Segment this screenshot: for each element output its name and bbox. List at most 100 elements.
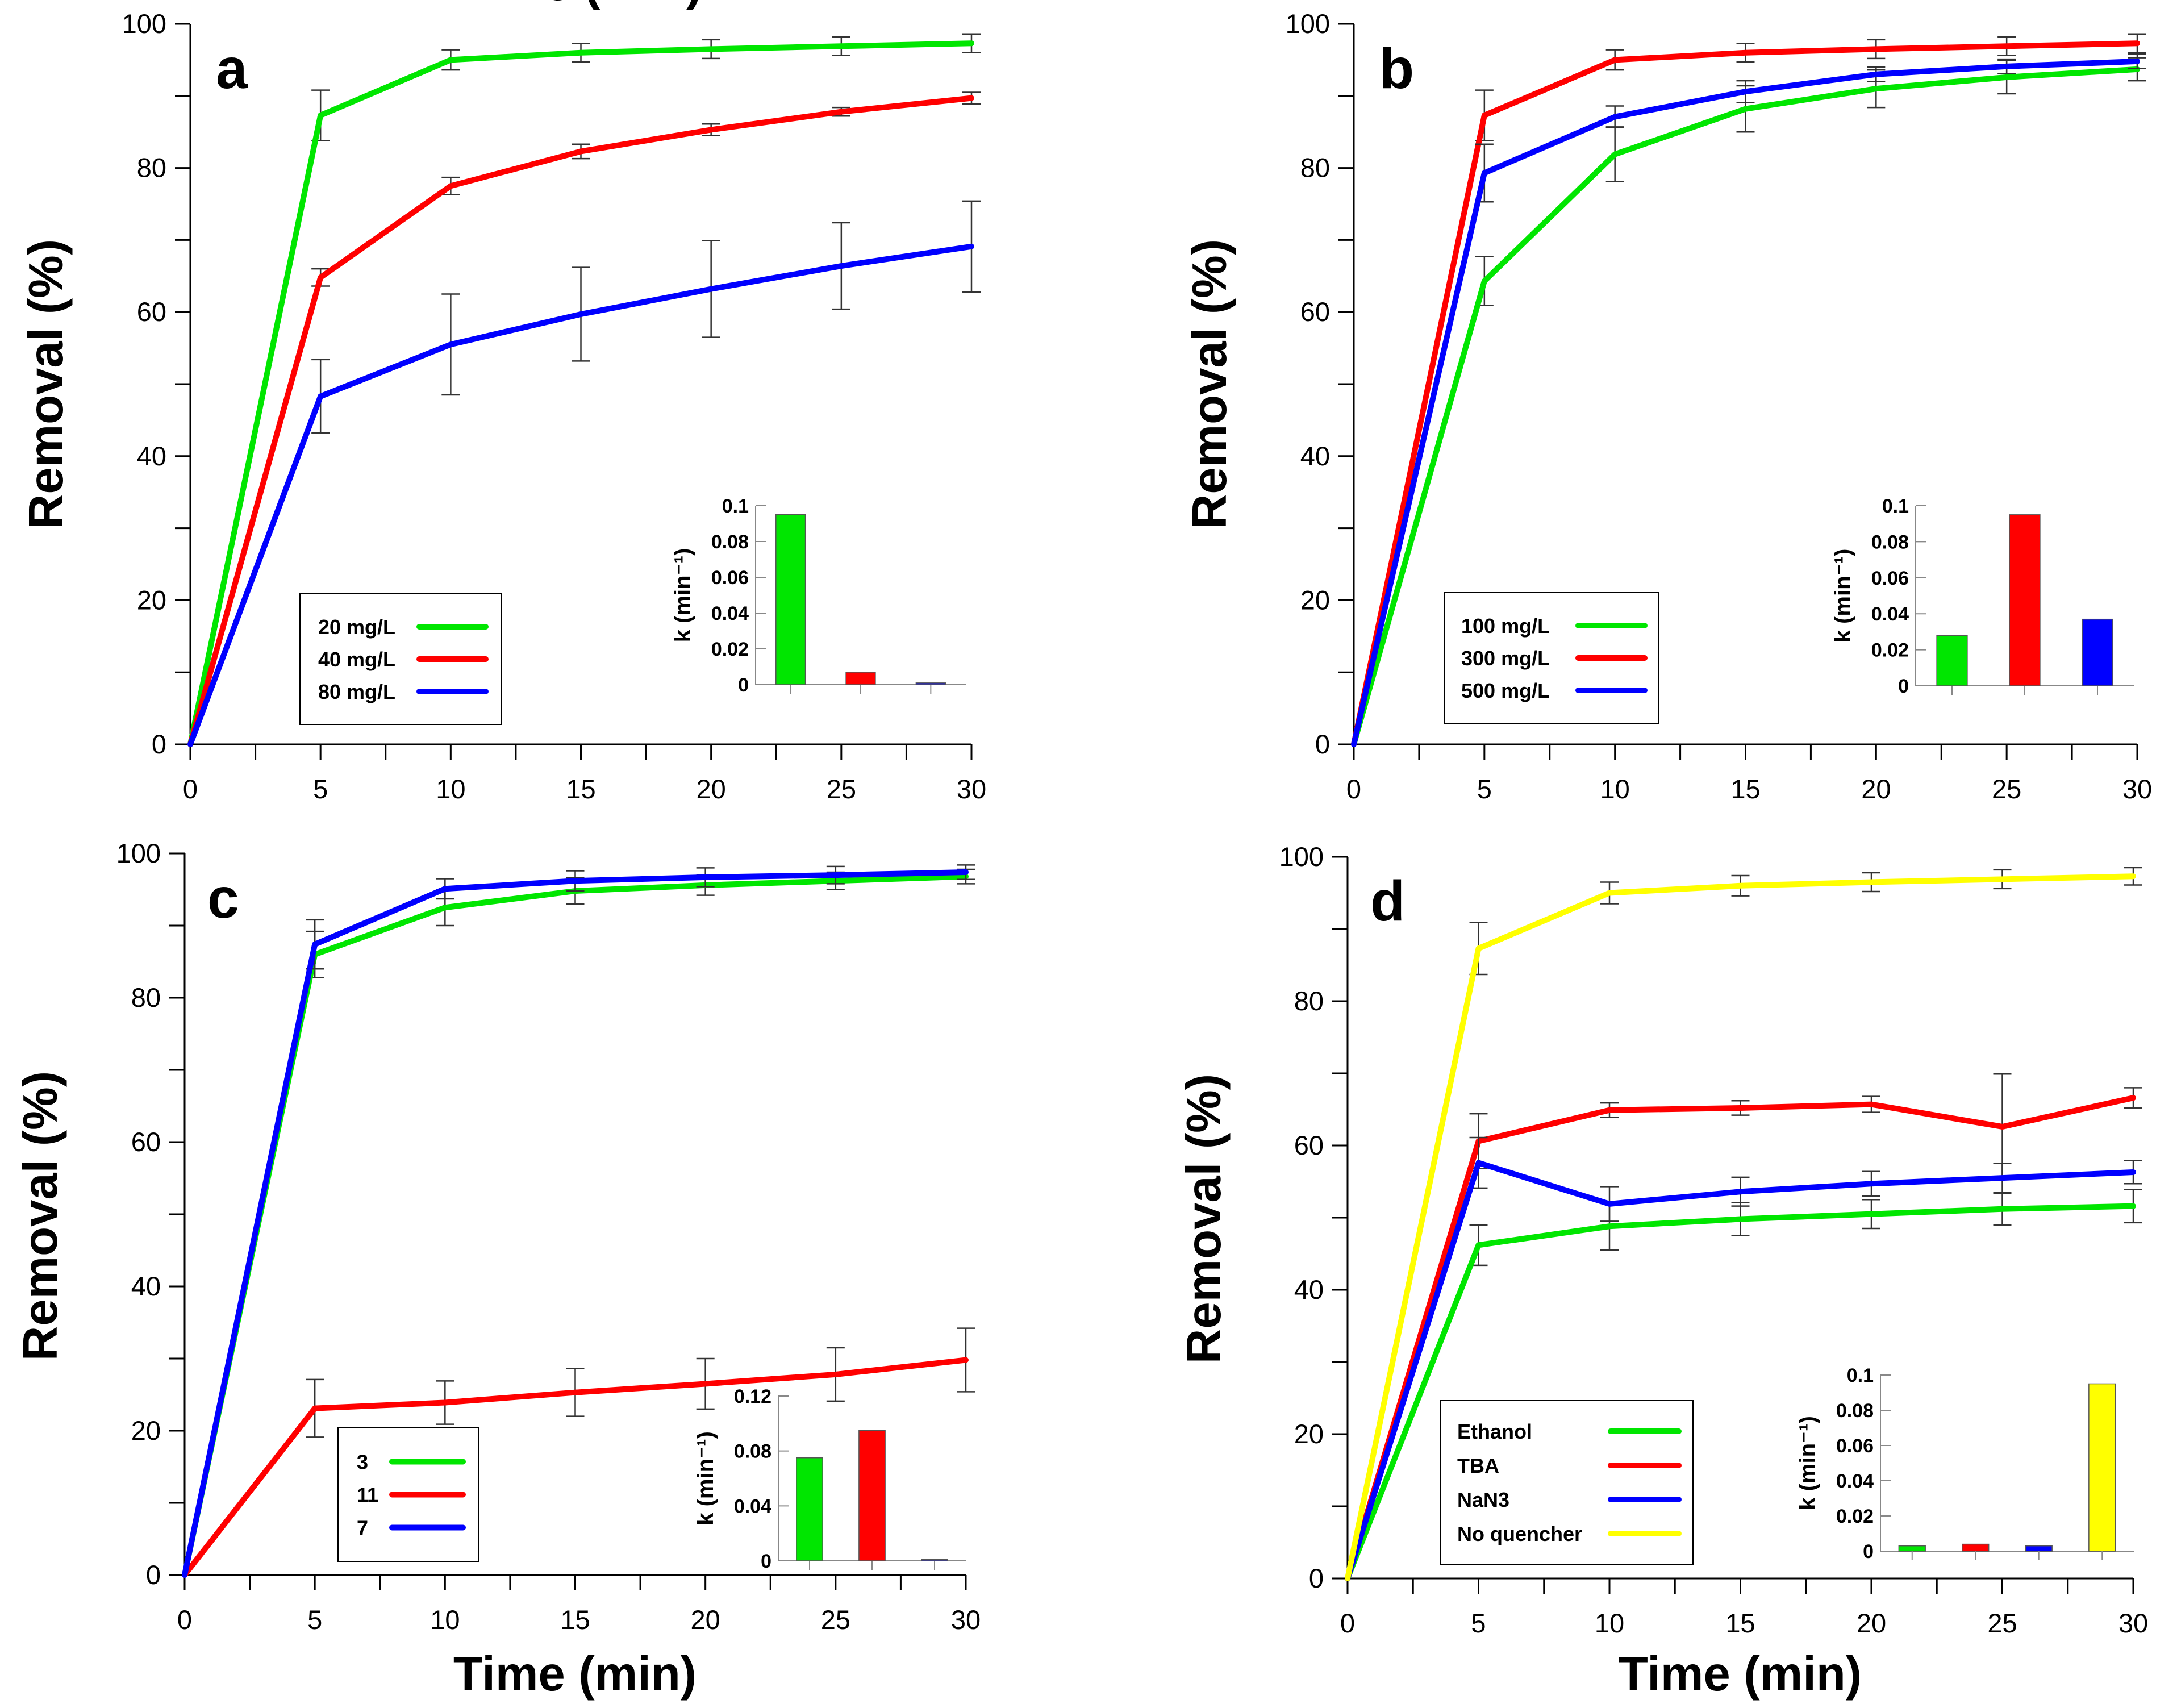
y-axis-title: Removal (%) xyxy=(19,239,73,529)
legend-label: 7 xyxy=(357,1517,368,1540)
legend-label: 100 mg/L xyxy=(1461,614,1550,638)
series-80-mg-l xyxy=(187,200,981,747)
inset-y-tick-label: 0 xyxy=(761,1551,771,1572)
x-tick-label: 0 xyxy=(1346,774,1361,804)
panel-letter: a xyxy=(216,37,248,101)
data-point xyxy=(320,396,321,397)
inset-y-tick-label: 0.04 xyxy=(734,1495,771,1517)
inset-bar-chart: 0 0.02 0.04 0.06 0.08 0.1 k (min⁻¹) xyxy=(670,495,966,696)
data-point xyxy=(1875,48,1876,49)
legend: Ethanol TBA NaN3 No quencher xyxy=(1440,1400,1694,1565)
data-point xyxy=(581,151,582,152)
data-point xyxy=(2002,1209,2003,1210)
data-point xyxy=(1740,1191,1741,1192)
y-tick-label: 80 xyxy=(131,982,161,1013)
inset-y-tick-label: 0.04 xyxy=(1836,1470,1874,1492)
x-tick-label: 10 xyxy=(436,774,465,804)
x-tick-label: 30 xyxy=(2118,1608,2148,1638)
data-point xyxy=(965,1360,966,1361)
series-line xyxy=(1351,66,2140,747)
y-tick-label: 100 xyxy=(122,9,166,39)
legend-label: TBA xyxy=(1457,1454,1499,1477)
data-point xyxy=(1484,115,1485,116)
series-line xyxy=(1345,1203,2136,1581)
x-tick-label: 20 xyxy=(697,774,726,804)
x-axis-title: Time (min) xyxy=(459,0,702,11)
series-line xyxy=(1345,873,2136,1581)
inset-bar xyxy=(2025,1545,2053,1552)
series-40-mg-l xyxy=(187,91,981,747)
data-point xyxy=(2137,43,2138,44)
data-point xyxy=(2002,878,2003,880)
data-point xyxy=(190,744,191,745)
data-point xyxy=(1875,88,1876,89)
inset-y-tick-label: 0.04 xyxy=(711,603,749,624)
x-tick-label: 30 xyxy=(957,774,986,804)
data-point xyxy=(1609,893,1610,894)
inset-bar xyxy=(921,1559,948,1561)
legend-box xyxy=(1440,1400,1694,1565)
x-tick-label: 0 xyxy=(177,1605,192,1635)
inset-y-tick-label: 0.08 xyxy=(1871,531,1909,553)
inset-bar xyxy=(1898,1545,1926,1552)
y-tick-label: 0 xyxy=(146,1560,161,1590)
legend-label: 3 xyxy=(357,1451,368,1474)
data-point xyxy=(841,111,842,113)
data-point xyxy=(2137,61,2138,62)
data-point xyxy=(1615,154,1616,155)
series-line xyxy=(182,1357,969,1578)
x-tick-label: 25 xyxy=(1992,774,2021,804)
panel-letter: c xyxy=(207,867,239,930)
inset-y-title: k (min⁻¹) xyxy=(693,1431,718,1526)
inset-bar xyxy=(845,672,876,685)
data-point xyxy=(841,265,842,266)
inset-y-title: k (min⁻¹) xyxy=(1795,1416,1820,1510)
data-point xyxy=(444,907,445,908)
data-point xyxy=(965,872,966,873)
inset-y-tick-label: 0 xyxy=(738,674,749,696)
inset-y-tick-label: 0 xyxy=(1863,1541,1874,1563)
data-point xyxy=(1740,1219,1741,1220)
legend-label: Ethanol xyxy=(1457,1420,1532,1443)
data-point xyxy=(1478,948,1479,949)
series-line xyxy=(187,243,974,747)
data-point xyxy=(711,129,712,130)
x-tick-label: 20 xyxy=(1857,1608,1886,1638)
inset-bar xyxy=(1962,1543,1990,1552)
inset-bar xyxy=(2088,1383,2116,1552)
data-point xyxy=(575,880,576,881)
inset-y-tick-label: 0.08 xyxy=(734,1441,771,1463)
data-point xyxy=(320,115,321,116)
data-point xyxy=(1347,1578,1348,1579)
y-tick-label: 100 xyxy=(1279,841,1324,872)
x-tick-label: 10 xyxy=(1595,1608,1624,1638)
legend-label: 20 mg/L xyxy=(318,615,395,639)
y-tick-label: 60 xyxy=(1300,297,1330,327)
inset-y-tick-label: 0.1 xyxy=(1847,1365,1874,1386)
series-300-mg-l xyxy=(1351,33,2146,747)
data-point xyxy=(835,1374,836,1375)
series-line xyxy=(187,95,974,747)
series-line xyxy=(1345,1160,2136,1581)
data-point xyxy=(1353,744,1354,745)
inset-y-tick-label: 0.02 xyxy=(1836,1506,1874,1527)
legend: 100 mg/L 300 mg/L 500 mg/L xyxy=(1444,592,1659,724)
data-point xyxy=(971,43,972,44)
inset-y-tick-label: 0.12 xyxy=(734,1386,771,1407)
inset-y-tick-label: 0.08 xyxy=(1836,1400,1874,1422)
y-tick-label: 0 xyxy=(1309,1563,1324,1593)
inset-y-tick-label: 0.1 xyxy=(1882,495,1909,517)
series-line xyxy=(187,40,974,747)
data-point xyxy=(444,888,445,889)
data-point xyxy=(581,52,582,53)
x-tick-label: 5 xyxy=(1471,1608,1486,1638)
y-tick-label: 80 xyxy=(1294,986,1324,1016)
y-tick-label: 60 xyxy=(137,297,166,327)
data-point xyxy=(971,246,972,247)
inset-bar-chart: 0 0.04 0.08 0.12 k (min⁻¹) xyxy=(693,1386,966,1572)
x-tick-label: 25 xyxy=(1987,1608,2017,1638)
data-point xyxy=(711,48,712,49)
series-3 xyxy=(182,868,975,1578)
x-tick-label: 25 xyxy=(821,1605,850,1635)
